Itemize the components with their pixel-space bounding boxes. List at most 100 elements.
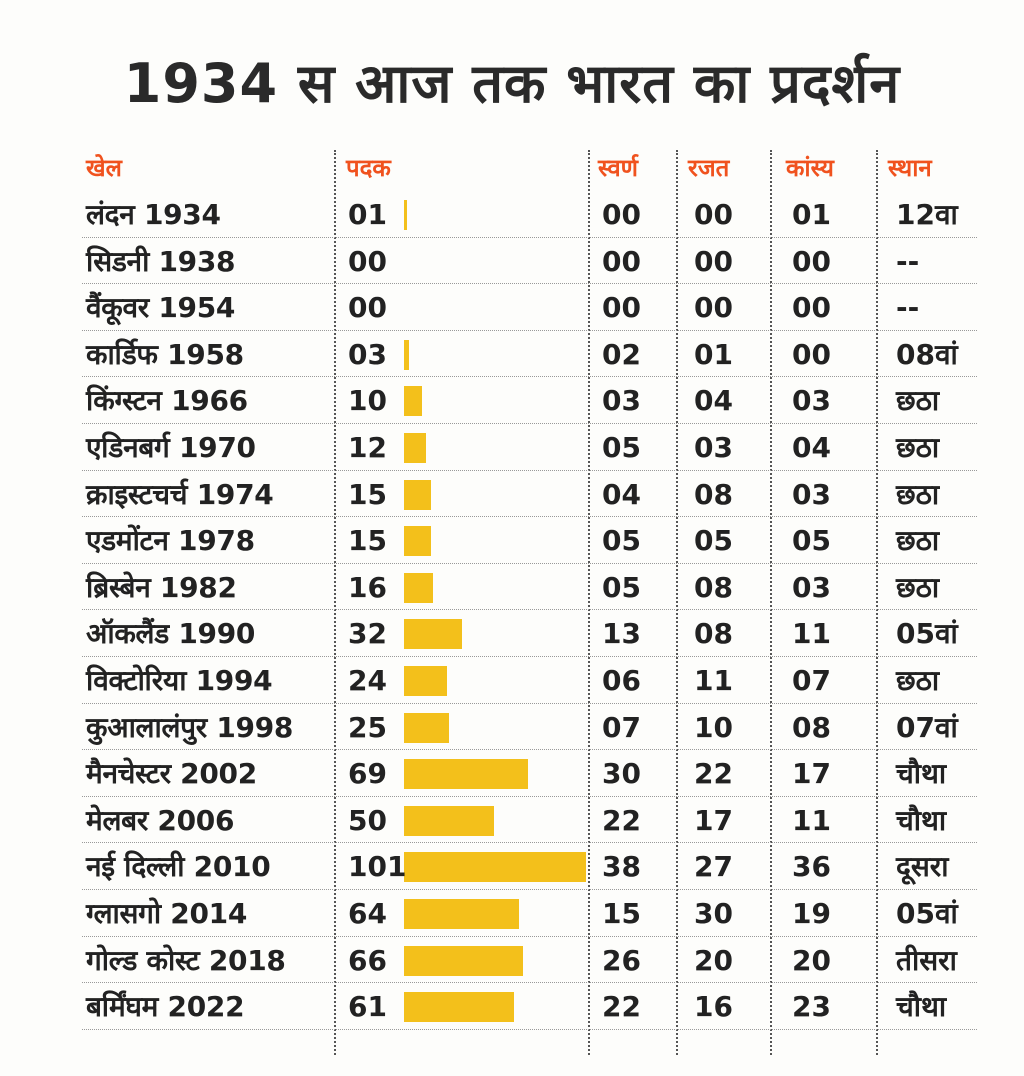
cell-silver: 30 bbox=[694, 897, 733, 930]
table-row: सिडनी 1938 00 00 00 00 -- bbox=[0, 239, 1024, 285]
cell-silver: 01 bbox=[694, 337, 733, 371]
cell-gold: 04 bbox=[602, 477, 641, 511]
cell-silver: 08 bbox=[694, 617, 733, 651]
cell-bronze: 00 bbox=[792, 291, 831, 325]
row-divider bbox=[82, 795, 977, 797]
cell-medals: 61 bbox=[348, 990, 387, 1024]
cell-games: ग्लासगो 2014 bbox=[86, 897, 248, 930]
cell-silver: 08 bbox=[694, 477, 733, 511]
header-bronze: कांस्य bbox=[786, 154, 834, 182]
cell-gold: 05 bbox=[602, 524, 641, 558]
cell-rank: छठा bbox=[896, 384, 940, 418]
cell-silver: 27 bbox=[694, 850, 733, 884]
cell-medals: 66 bbox=[348, 943, 387, 977]
row-divider bbox=[82, 1028, 977, 1030]
cell-games: मेलबर 2006 bbox=[86, 803, 235, 837]
cell-bronze: 03 bbox=[792, 477, 831, 511]
cell-rank: छठा bbox=[896, 431, 940, 464]
cell-bronze: 00 bbox=[792, 337, 831, 371]
header-silver: रजत bbox=[688, 154, 730, 182]
cell-silver: 00 bbox=[694, 198, 733, 231]
row-divider bbox=[82, 562, 977, 564]
cell-rank: चौथा bbox=[896, 990, 947, 1024]
cell-medals: 00 bbox=[348, 244, 387, 278]
cell-gold: 26 bbox=[602, 943, 641, 977]
cell-gold: 22 bbox=[602, 990, 641, 1024]
cell-rank: चौथा bbox=[896, 803, 947, 837]
cell-gold: 05 bbox=[602, 570, 641, 604]
column-divider bbox=[876, 150, 878, 1055]
cell-medals: 15 bbox=[348, 524, 387, 558]
cell-bronze: 03 bbox=[792, 384, 831, 418]
medal-bar bbox=[404, 619, 462, 650]
cell-gold: 07 bbox=[602, 710, 641, 744]
table-row: किंग्स्टन 1966 10 03 04 03 छठा bbox=[0, 378, 1024, 424]
cell-gold: 06 bbox=[602, 664, 641, 697]
cell-games: नई दिल्ली 2010 bbox=[86, 850, 271, 884]
cell-games: ब्रिस्बेन 1982 bbox=[86, 570, 237, 604]
cell-gold: 00 bbox=[602, 291, 641, 325]
cell-silver: 20 bbox=[694, 943, 733, 977]
cell-rank: -- bbox=[896, 244, 920, 278]
cell-games: सिडनी 1938 bbox=[86, 244, 236, 278]
column-divider bbox=[334, 150, 336, 1055]
table-row: कुआलालंपुर 1998 25 07 10 08 07वां bbox=[0, 705, 1024, 751]
row-divider bbox=[82, 982, 977, 984]
cell-gold: 02 bbox=[602, 337, 641, 371]
cell-games: कुआलालंपुर 1998 bbox=[86, 710, 294, 744]
table-row: वैंकूवर 1954 00 00 00 00 -- bbox=[0, 285, 1024, 331]
cell-gold: 13 bbox=[602, 617, 641, 651]
table-header: खेल पदक स्वर्ण रजत कांस्य स्थान bbox=[0, 148, 1024, 188]
row-divider bbox=[82, 236, 977, 238]
cell-bronze: 07 bbox=[792, 664, 831, 697]
cell-rank: 08वां bbox=[896, 337, 958, 371]
medal-bar bbox=[404, 992, 514, 1023]
cell-games: एडमोंटन 1978 bbox=[86, 524, 255, 558]
row-divider bbox=[82, 376, 977, 378]
cell-games: कार्डिफ 1958 bbox=[86, 337, 244, 371]
cell-medals: 32 bbox=[348, 617, 387, 651]
medal-bar bbox=[404, 339, 410, 370]
cell-bronze: 11 bbox=[792, 803, 831, 837]
column-divider bbox=[770, 150, 772, 1055]
cell-gold: 00 bbox=[602, 198, 641, 231]
cell-bronze: 00 bbox=[792, 244, 831, 278]
table-row: बर्मिंघम 2022 61 22 16 23 चौथा bbox=[0, 984, 1024, 1030]
header-rank: स्थान bbox=[888, 154, 932, 182]
cell-bronze: 20 bbox=[792, 943, 831, 977]
cell-medals: 15 bbox=[348, 477, 387, 511]
page-title: 1934 स आज तक भारत का प्रदर्शन bbox=[123, 52, 901, 115]
cell-silver: 16 bbox=[694, 990, 733, 1024]
cell-medals: 24 bbox=[348, 664, 387, 697]
cell-gold: 22 bbox=[602, 803, 641, 837]
medal-bar bbox=[404, 386, 423, 417]
cell-rank: छठा bbox=[896, 570, 940, 604]
cell-games: लंदन 1934 bbox=[86, 198, 221, 231]
cell-silver: 11 bbox=[694, 664, 733, 697]
cell-games: क्राइस्टचर्च 1974 bbox=[86, 477, 274, 511]
medal-bar bbox=[404, 479, 432, 510]
header-games: खेल bbox=[86, 154, 122, 182]
cell-games: किंग्स्टन 1966 bbox=[86, 384, 248, 418]
header-medals: पदक bbox=[346, 154, 391, 182]
row-divider bbox=[82, 283, 977, 285]
cell-rank: चौथा bbox=[896, 757, 947, 791]
medal-bar bbox=[404, 945, 523, 976]
cell-bronze: 08 bbox=[792, 710, 831, 744]
medal-bar bbox=[404, 759, 529, 790]
cell-bronze: 04 bbox=[792, 431, 831, 464]
row-divider bbox=[82, 469, 977, 471]
cell-medals: 64 bbox=[348, 897, 387, 930]
cell-games: एडिनबर्ग 1970 bbox=[86, 431, 256, 464]
column-divider bbox=[676, 150, 678, 1055]
medal-bar bbox=[404, 712, 450, 743]
table-row: मैनचेस्टर 2002 69 30 22 17 चौथा bbox=[0, 751, 1024, 797]
medal-bar bbox=[404, 526, 432, 557]
table-row: विक्टोरिया 1994 24 06 11 07 छठा bbox=[0, 658, 1024, 704]
cell-silver: 22 bbox=[694, 757, 733, 791]
cell-games: बर्मिंघम 2022 bbox=[86, 990, 245, 1024]
table-row: एडमोंटन 1978 15 05 05 05 छठा bbox=[0, 518, 1024, 564]
cell-rank: छठा bbox=[896, 524, 940, 558]
cell-rank: 07वां bbox=[896, 710, 958, 744]
cell-silver: 08 bbox=[694, 570, 733, 604]
